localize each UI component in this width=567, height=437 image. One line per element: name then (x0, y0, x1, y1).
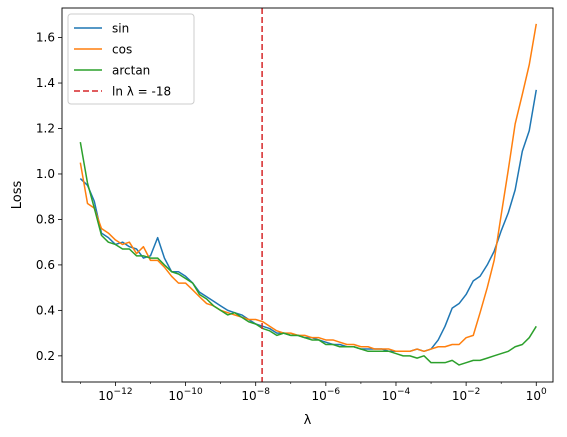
x-tick-label: 10−12 (98, 387, 132, 403)
legend-box (67, 13, 195, 105)
y-tick-label: 1.0 (36, 167, 55, 181)
y-axis: 0.2 0.4 0.6 0.8 1.0 1.2 1.4 1.6 (36, 31, 62, 363)
y-tick-label: 0.2 (36, 349, 55, 363)
x-tick-label: 10−8 (241, 387, 270, 403)
x-tick-label: 100 (526, 387, 547, 403)
legend-label: ln λ = -18 (112, 85, 171, 99)
legend-label: cos (112, 43, 132, 57)
y-tick-label: 0.6 (36, 258, 55, 272)
x-axis: 10−12 10−10 10−8 10−6 10−4 10−2 100 (80, 382, 547, 403)
series-line-cos (79, 23, 538, 353)
x-tick-label: 10−6 (312, 387, 341, 403)
x-axis-label: λ (304, 413, 312, 428)
x-tick-label: 10−10 (168, 387, 203, 403)
y-tick-label: 0.8 (36, 212, 55, 226)
legend: sin cos arctan ln λ = -18 (67, 13, 195, 105)
y-tick-label: 0.4 (36, 303, 55, 317)
series-line-arctan (79, 142, 537, 366)
x-tick-label: 10−2 (452, 387, 481, 403)
y-tick-label: 1.6 (36, 31, 55, 45)
plot-area (79, 8, 538, 382)
y-tick-label: 1.2 (36, 121, 55, 135)
axes-frame (61, 7, 554, 383)
legend-label: sin (112, 22, 129, 36)
series-line-sin (79, 89, 538, 353)
y-axis-label: Loss (10, 181, 25, 210)
x-tick-label: 10−4 (382, 387, 411, 403)
y-tick-label: 1.4 (36, 76, 55, 90)
legend-label: arctan (112, 64, 150, 78)
